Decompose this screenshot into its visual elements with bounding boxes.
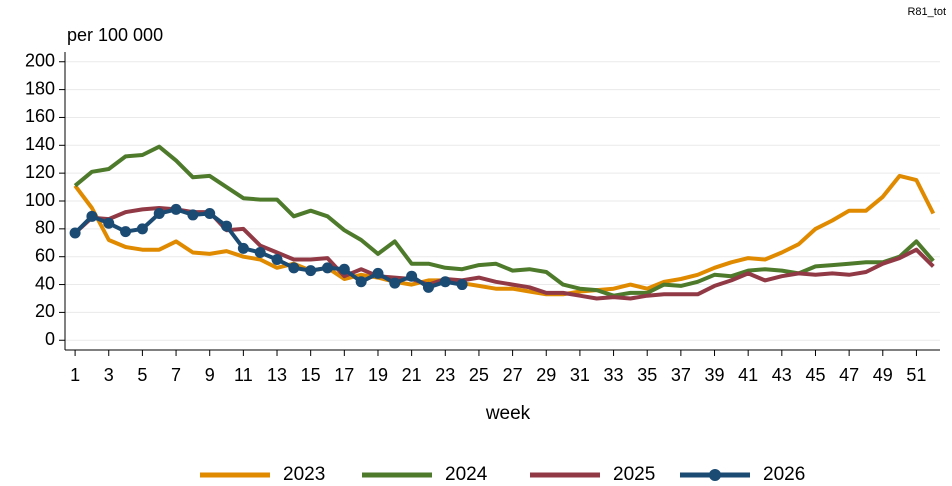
x-tick-label: 27 — [503, 365, 523, 385]
series-marker — [69, 227, 81, 239]
x-tick-label: 9 — [205, 365, 215, 385]
x-tick-label: 11 — [234, 365, 253, 385]
series-marker — [305, 265, 317, 277]
legend-label: 2025 — [613, 464, 655, 485]
series-marker — [204, 208, 216, 220]
y-tick-label: 160 — [25, 106, 55, 126]
x-tick-label: 49 — [873, 365, 893, 385]
x-tick-label: 23 — [435, 365, 455, 385]
series-marker — [406, 270, 418, 282]
x-tick-label: 21 — [402, 365, 422, 385]
x-tick-label: 17 — [334, 365, 354, 385]
series-marker — [288, 262, 300, 274]
x-tick-label: 31 — [570, 365, 590, 385]
series-marker — [120, 226, 132, 238]
series-marker — [103, 217, 115, 229]
legend-marker — [709, 469, 721, 481]
x-tick-label: 19 — [368, 365, 388, 385]
y-tick-label: 100 — [25, 190, 55, 210]
legend-label: 2023 — [283, 464, 325, 485]
x-tick-label: 7 — [171, 365, 181, 385]
x-tick-label: 33 — [604, 365, 624, 385]
y-tick-label: 120 — [25, 162, 55, 182]
chart-code: R81_tot — [907, 6, 946, 18]
x-tick-label: 35 — [637, 365, 657, 385]
y-tick-label: 40 — [35, 273, 55, 293]
series-marker — [271, 253, 283, 265]
y-tick-label: 200 — [25, 50, 55, 70]
series-marker — [170, 203, 182, 215]
series-marker — [237, 242, 249, 254]
series-marker — [322, 262, 333, 274]
series-marker — [136, 223, 148, 235]
legend-label: 2026 — [763, 464, 805, 485]
x-tick-label: 51 — [906, 365, 926, 385]
series-marker — [338, 263, 350, 275]
x-tick-label: 39 — [705, 365, 725, 385]
series-marker — [372, 267, 384, 279]
x-tick-label: 15 — [301, 365, 321, 385]
x-tick-label: 29 — [536, 365, 556, 385]
y-tick-label: 180 — [25, 78, 55, 98]
x-tick-label: 45 — [805, 365, 825, 385]
series-marker — [439, 276, 451, 288]
series-marker — [422, 281, 434, 293]
series-marker — [456, 279, 468, 291]
x-tick-label: 41 — [738, 365, 758, 385]
series-marker — [153, 208, 165, 220]
x-tick-label: 13 — [267, 365, 287, 385]
x-tick-label: 47 — [839, 365, 859, 385]
legend-label: 2024 — [445, 464, 488, 485]
y-tick-label: 140 — [25, 134, 55, 154]
series-marker — [221, 220, 233, 232]
y-tick-label: 80 — [35, 218, 55, 238]
x-tick-label: 43 — [772, 365, 792, 385]
y-axis-label: per 100 000 — [67, 25, 163, 45]
x-tick-label: 1 — [70, 365, 80, 385]
series-line — [73, 144, 935, 298]
series-marker — [389, 277, 401, 289]
y-tick-label: 0 — [45, 329, 55, 349]
y-tick-label: 60 — [35, 245, 55, 265]
x-tick-label: 25 — [469, 365, 489, 385]
x-tick-label: 37 — [671, 365, 691, 385]
series-marker — [254, 247, 266, 259]
series-line — [73, 173, 936, 297]
x-tick-label: 3 — [104, 365, 114, 385]
series-marker — [86, 210, 98, 222]
series-marker — [355, 276, 367, 288]
series-marker — [187, 209, 199, 221]
x-tick-label: 5 — [137, 365, 147, 385]
y-tick-label: 20 — [35, 301, 55, 321]
x-axis-label: week — [485, 403, 531, 424]
